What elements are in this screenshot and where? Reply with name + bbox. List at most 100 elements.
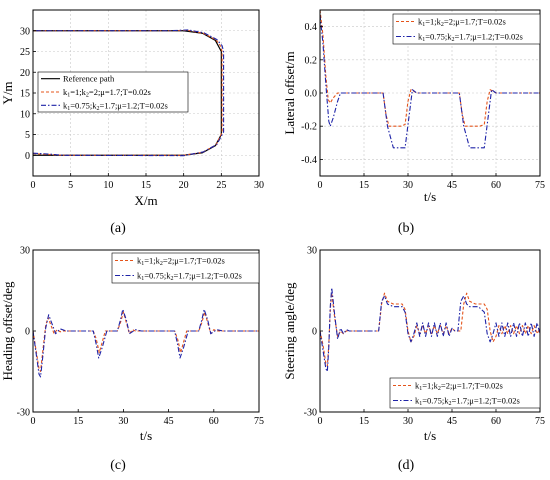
legend-subscript: 2 — [86, 93, 89, 99]
legend-subscript: 2 — [449, 401, 452, 407]
series-group — [320, 10, 540, 149]
x-tick-label: 20 — [179, 180, 189, 191]
legend-subscript: 1 — [422, 22, 425, 28]
legend-text-part: =1;k — [422, 381, 438, 391]
legend-text-part: k — [415, 381, 420, 391]
legend-text-part: k — [137, 256, 142, 266]
legend-text-part: k — [63, 87, 68, 97]
y-tick-label: 0 — [312, 327, 317, 338]
legend-text-part: =1;k — [70, 87, 86, 97]
legend-text-part: =2;μ=1.7;T=0.02s — [444, 17, 506, 27]
legend-text-part: =2;μ=1.7;T=0.02s — [163, 256, 225, 266]
x-tick-label: 30 — [403, 180, 413, 191]
legend-subscript: 2 — [171, 276, 174, 282]
series-line-dashdot — [320, 287, 540, 373]
x-tick-label: 15 — [359, 180, 369, 191]
x-axis-label: X/m — [134, 193, 157, 208]
y-axis-label: Heading offset/deg — [0, 281, 15, 381]
y-tick-label: 0 — [25, 151, 30, 162]
y-axis-label: Lateral offset/m — [282, 51, 297, 134]
legend-entry-label: k1=1;k2=2;μ=1.7;T=0.02s — [415, 381, 503, 393]
legend-subscript: 2 — [441, 22, 444, 28]
legend-entry-label: Reference path — [63, 74, 115, 84]
legend-text-part: =1.7;μ=1.2;T=0.02s — [174, 271, 242, 281]
x-tick-label: 45 — [447, 416, 457, 427]
legend-text-part: k — [415, 396, 420, 406]
legend: k1=1;k2=2;μ=1.7;T=0.02sk1=0.75;k2=1.7;μ=… — [392, 13, 541, 45]
legend-text-part: =2;μ=1.7;T=0.02s — [89, 87, 151, 97]
y-tick-label: 20 — [20, 68, 30, 79]
legend-entry-label: k1=0.75;k2=1.7;μ=1.2;T=0.02s — [415, 396, 520, 408]
legend-box — [111, 252, 260, 284]
legend-box — [392, 13, 541, 45]
series-line-dashdot — [320, 14, 540, 149]
x-tick-label: 30 — [254, 180, 264, 191]
series-line-dash — [320, 10, 540, 127]
x-tick-label: 10 — [103, 180, 113, 191]
x-tick-label: 25 — [216, 180, 226, 191]
panel-label: (a) — [110, 221, 126, 236]
y-tick-label: 10 — [20, 109, 30, 120]
y-tick-label: 0 — [25, 327, 30, 338]
legend-subscript: 1 — [141, 261, 144, 267]
legend-text-part: =0.75;k — [425, 32, 452, 42]
legend-text-part: =0.75;k — [70, 100, 97, 110]
x-tick-label: 30 — [403, 416, 413, 427]
y-tick-label: 30 — [20, 26, 30, 37]
series-group — [320, 287, 540, 373]
legend-text-part: k — [63, 100, 68, 110]
legend-subscript: 1 — [141, 276, 144, 282]
series-group — [33, 308, 259, 378]
panel-a-lateral-path-chart: 0 5 10 15 20 25 30 0 5 10 15 20 25 30 X/m Y/m (a) Referen… — [0, 9, 264, 236]
legend-subscript: 2 — [452, 37, 455, 43]
x-tick-label: 75 — [254, 416, 264, 427]
x-tick-label: 60 — [491, 416, 501, 427]
legend-text-part: k — [418, 32, 423, 42]
y-tick-label: -30 — [17, 408, 30, 419]
y-tick-label: 15 — [20, 89, 30, 100]
legend: k1=1;k2=2;μ=1.7;T=0.02sk1=0.75;k2=1.7;μ=… — [389, 377, 541, 409]
legend-text-part: =1;k — [425, 17, 441, 27]
legend-subscript: 1 — [419, 401, 422, 407]
ticks: 0 5 10 15 20 25 30 0 5 10 15 20 25 30 — [20, 26, 264, 191]
x-tick-label: 5 — [68, 180, 73, 191]
legend-box — [37, 71, 189, 113]
legend: k1=1;k2=2;μ=1.7;T=0.02sk1=0.75;k2=1.7;μ=… — [111, 252, 260, 284]
legend-subscript: 2 — [97, 106, 100, 112]
y-tick-label: 0.0 — [305, 89, 318, 100]
series-line-dashdot — [33, 308, 259, 378]
legend-text-part: =1.7;μ=1.2;T=0.02s — [452, 396, 520, 406]
y-axis-label: Steering angle/deg — [282, 282, 297, 380]
legend-entry-label: k1=1;k2=2;μ=1.7;T=0.02s — [418, 17, 506, 29]
x-tick-label: 15 — [359, 416, 369, 427]
ticks: 0 15 30 45 60 75 -0.4 -0.2 0.0 0.2 0.4 — [301, 22, 545, 191]
legend-subscript: 1 — [419, 386, 422, 392]
x-tick-label: 75 — [535, 180, 545, 191]
x-tick-label: 45 — [164, 416, 174, 427]
y-tick-label: 25 — [20, 47, 30, 58]
legend-entry-label: k1=1;k2=2;μ=1.7;T=0.02s — [63, 87, 151, 99]
legend-text-part: k — [137, 271, 142, 281]
x-tick-label: 75 — [535, 416, 545, 427]
y-tick-label: -0.2 — [301, 122, 317, 133]
x-tick-label: 15 — [141, 180, 151, 191]
x-tick-label: 30 — [118, 416, 128, 427]
y-tick-label: 30 — [307, 246, 317, 257]
legend-entry-label: k1=0.75;k2=1.7;μ=1.2;T=0.02s — [63, 100, 168, 112]
legend-subscript: 1 — [67, 106, 70, 112]
x-axis-label: t/s — [424, 189, 436, 204]
series-line-dash — [33, 311, 259, 373]
y-tick-label: 5 — [25, 130, 30, 141]
x-axis-label: t/s — [140, 428, 152, 443]
series-line-dashdot — [33, 29, 225, 157]
legend-text-part: =1.7;μ=1.2;T=0.02s — [455, 32, 523, 42]
panel-label: (b) — [398, 221, 415, 236]
x-tick-label: 60 — [491, 180, 501, 191]
legend-text-part: =1.7;μ=1.2;T=0.02s — [100, 100, 168, 110]
legend-subscript: 1 — [67, 93, 70, 99]
panel-b-lateral-offset-chart: 0 15 30 45 60 75 -0.4 -0.2 0.0 0.2 0.4 t/s Lateral o… — [282, 9, 545, 236]
legend-text-part: =0.75;k — [144, 271, 171, 281]
y-tick-label: -0.4 — [301, 155, 317, 166]
